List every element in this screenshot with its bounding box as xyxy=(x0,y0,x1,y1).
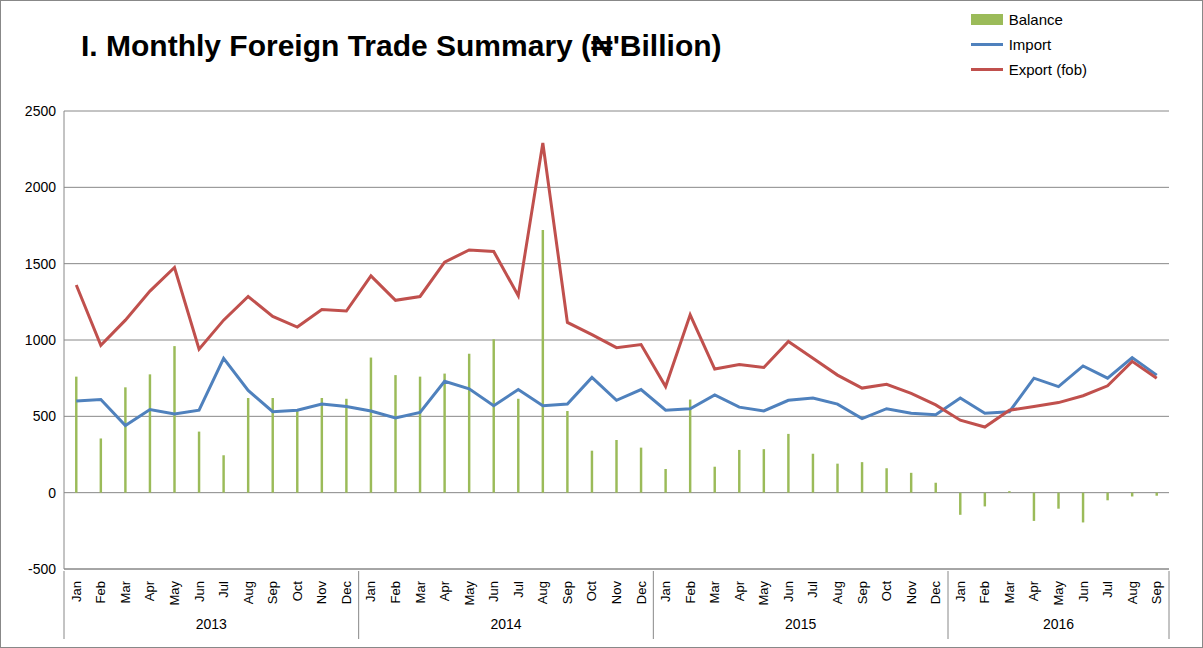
svg-text:Sep: Sep xyxy=(1149,581,1164,604)
svg-text:500: 500 xyxy=(33,408,57,424)
svg-text:2013: 2013 xyxy=(196,616,227,632)
svg-text:Jul: Jul xyxy=(805,581,820,598)
svg-text:0: 0 xyxy=(48,485,56,501)
html-text:Balance: Balance xyxy=(1008,11,1063,28)
svg-text:1500: 1500 xyxy=(25,256,56,272)
svg-text:Mar: Mar xyxy=(707,580,722,603)
html-text:Import: Import xyxy=(1008,36,1052,53)
svg-text:May: May xyxy=(1051,581,1066,606)
svg-text:May: May xyxy=(756,581,771,606)
svg-text:Dec: Dec xyxy=(339,581,354,605)
svg-text:Feb: Feb xyxy=(388,581,403,603)
svg-text:Sep: Sep xyxy=(855,581,870,604)
svg-text:Jan: Jan xyxy=(953,581,968,602)
svg-text:Jul: Jul xyxy=(511,581,526,598)
svg-text:Jan: Jan xyxy=(658,581,673,602)
svg-text:Oct: Oct xyxy=(584,581,599,602)
svg-text:Jun: Jun xyxy=(1076,581,1091,602)
svg-text:Feb: Feb xyxy=(683,581,698,603)
svg-text:2500: 2500 xyxy=(25,103,56,119)
svg-text:Jun: Jun xyxy=(192,581,207,602)
html-text:Export (fob): Export (fob) xyxy=(1008,61,1087,78)
svg-text:Apr: Apr xyxy=(1026,580,1041,601)
svg-text:Mar: Mar xyxy=(413,580,428,603)
svg-text:Sep: Sep xyxy=(265,581,280,604)
svg-text:Aug: Aug xyxy=(535,581,550,604)
svg-text:Jun: Jun xyxy=(486,581,501,602)
svg-text:May: May xyxy=(462,581,477,606)
svg-text:Jul: Jul xyxy=(1100,581,1115,598)
svg-text:2015: 2015 xyxy=(785,616,816,632)
svg-text:Nov: Nov xyxy=(904,581,919,605)
svg-text:Aug: Aug xyxy=(1125,581,1140,604)
svg-text:Sep: Sep xyxy=(560,581,575,604)
svg-text:Apr: Apr xyxy=(732,580,747,601)
svg-text:Jan: Jan xyxy=(69,581,84,602)
svg-text:Jul: Jul xyxy=(216,581,231,598)
svg-text:Apr: Apr xyxy=(437,580,452,601)
svg-text:1000: 1000 xyxy=(25,332,56,348)
svg-text:Dec: Dec xyxy=(634,581,649,605)
svg-text:May: May xyxy=(167,581,182,606)
svg-text:Oct: Oct xyxy=(290,581,305,602)
svg-text:-500: -500 xyxy=(28,561,56,577)
svg-text:Jun: Jun xyxy=(781,581,796,602)
svg-text:Feb: Feb xyxy=(93,581,108,603)
svg-text:Mar: Mar xyxy=(1002,580,1017,603)
svg-text:2014: 2014 xyxy=(490,616,521,632)
svg-text:Nov: Nov xyxy=(609,581,624,605)
svg-text:Dec: Dec xyxy=(928,581,943,605)
svg-text:Nov: Nov xyxy=(314,581,329,605)
svg-text:Apr: Apr xyxy=(142,580,157,601)
svg-text:Jan: Jan xyxy=(363,581,378,602)
html-text:I. Monthly Foreign Trade Summa: I. Monthly Foreign Trade Summary (₦'Bill… xyxy=(81,29,722,62)
svg-text:Aug: Aug xyxy=(830,581,845,604)
svg-text:Aug: Aug xyxy=(241,581,256,604)
svg-text:Feb: Feb xyxy=(977,581,992,603)
svg-text:2000: 2000 xyxy=(25,179,56,195)
svg-text:2016: 2016 xyxy=(1043,616,1074,632)
svg-text:Oct: Oct xyxy=(879,581,894,602)
svg-text:Mar: Mar xyxy=(118,580,133,603)
